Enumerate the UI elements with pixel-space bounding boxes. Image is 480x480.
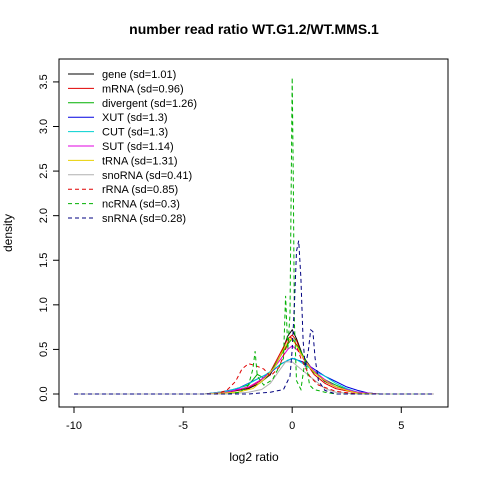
series-line-10 <box>74 240 434 395</box>
chart-title: number read ratio WT.G1.2/WT.MMS.1 <box>129 21 379 37</box>
series-line-1 <box>74 334 434 395</box>
series-line-4 <box>74 357 434 395</box>
legend-label-3: XUT (sd=1.3) <box>102 112 168 124</box>
legend: gene (sd=1.01) mRNA (sd=0.96) divergent (s… <box>68 69 197 225</box>
series-layer <box>74 77 434 395</box>
legend-label-4: CUT (sd=1.3) <box>102 127 168 139</box>
legend-label-8: rRNA (sd=0.85) <box>102 184 178 196</box>
y-axis-label: density <box>1 214 15 252</box>
legend-label-1: mRNA (sd=0.96) <box>102 83 184 95</box>
y-axis: 0.0 0.5 1.0 1.5 2.0 2.5 3.0 3.5 <box>38 74 60 402</box>
legend-label-5: SUT (sd=1.14) <box>102 141 174 153</box>
plot-frame <box>58 58 449 408</box>
series-line-6 <box>74 337 434 395</box>
y-tick-label: 2.5 <box>38 163 50 178</box>
legend-label-2: divergent (sd=1.26) <box>102 98 197 110</box>
series-line-7 <box>74 361 434 395</box>
y-tick-label: 1.5 <box>38 253 50 268</box>
series-line-9 <box>74 77 434 395</box>
x-axis: -10 -5 0 5 <box>66 406 404 432</box>
x-tick-label: -10 <box>66 420 82 432</box>
x-tick-label: -5 <box>178 420 188 432</box>
legend-label-6: tRNA (sd=1.31) <box>102 155 178 167</box>
legend-label-9: ncRNA (sd=0.3) <box>102 199 180 211</box>
series-line-5 <box>74 345 434 395</box>
y-tick-label: 2.0 <box>38 208 50 223</box>
y-tick-label: 0.0 <box>38 386 50 401</box>
legend-label-10: snRNA (sd=0.28) <box>102 213 186 225</box>
y-tick-label: 1.0 <box>38 297 50 312</box>
series-line-8 <box>74 336 434 395</box>
x-tick-label: 5 <box>398 420 404 432</box>
y-tick-label: 3.5 <box>38 74 50 89</box>
y-tick-label: 3.0 <box>38 119 50 134</box>
legend-label-0: gene (sd=1.01) <box>102 69 176 81</box>
x-axis-label: log2 ratio <box>229 450 279 464</box>
legend-label-7: snoRNA (sd=0.41) <box>102 170 192 182</box>
y-tick-label: 0.5 <box>38 342 50 357</box>
x-tick-label: 0 <box>289 420 295 432</box>
